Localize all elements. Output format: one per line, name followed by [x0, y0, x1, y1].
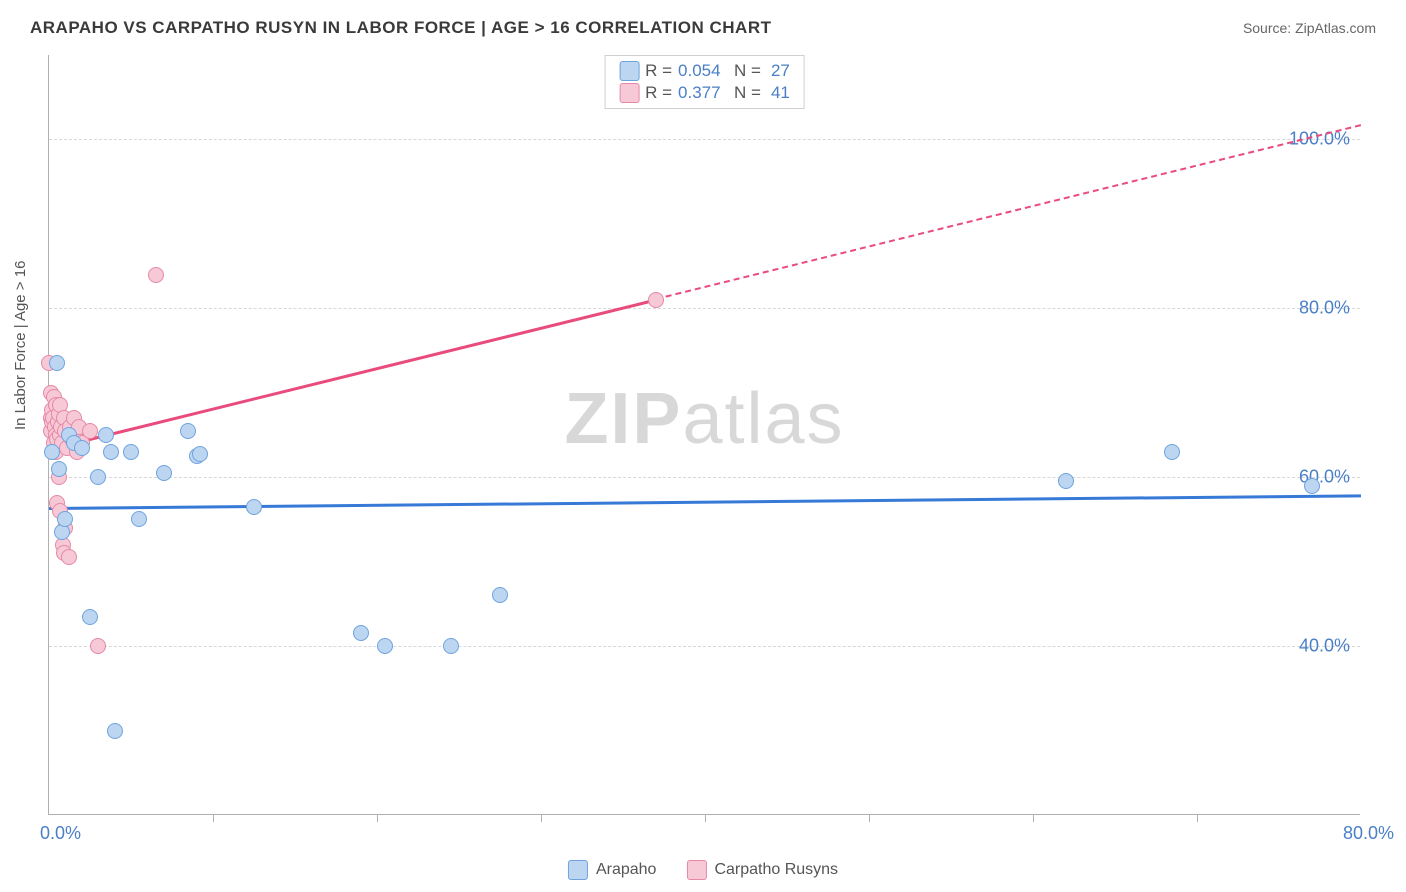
n-label: N = [734, 83, 761, 103]
legend-item-carpatho: Carpatho Rusyns [686, 860, 838, 880]
r-label: R = [645, 61, 672, 81]
gridline [49, 139, 1360, 140]
swatch-arapaho [619, 61, 639, 81]
scatter-chart: ZIPatlas R = 0.054 N = 27 R = 0.377 N = … [48, 55, 1360, 815]
point-arapaho [98, 427, 114, 443]
point-arapaho [123, 444, 139, 460]
legend-row-carpatho: R = 0.377 N = 41 [619, 82, 790, 104]
point-arapaho [443, 638, 459, 654]
point-arapaho [1304, 478, 1320, 494]
series-legend: Arapaho Carpatho Rusyns [568, 860, 838, 880]
point-arapaho [1164, 444, 1180, 460]
point-carpatho [148, 267, 164, 283]
source-value: ZipAtlas.com [1295, 20, 1376, 36]
point-arapaho [57, 511, 73, 527]
watermark: ZIPatlas [564, 378, 844, 460]
swatch-carpatho [619, 83, 639, 103]
x-tick [541, 814, 542, 822]
correlation-legend: R = 0.054 N = 27 R = 0.377 N = 41 [604, 55, 805, 109]
x-axis-min-label: 0.0% [40, 823, 81, 844]
x-tick [869, 814, 870, 822]
watermark-prefix: ZIP [564, 379, 682, 459]
n-label: N = [734, 61, 761, 81]
point-arapaho [246, 499, 262, 515]
gridline [49, 308, 1360, 309]
point-arapaho [492, 587, 508, 603]
trendline-extrapolated [656, 124, 1362, 300]
x-tick [1033, 814, 1034, 822]
point-carpatho [90, 638, 106, 654]
point-arapaho [74, 440, 90, 456]
point-arapaho [180, 423, 196, 439]
gridline [49, 477, 1360, 478]
trendline [49, 298, 657, 450]
point-arapaho [192, 446, 208, 462]
point-arapaho [1058, 473, 1074, 489]
point-arapaho [51, 461, 67, 477]
n-value-carpatho: 41 [771, 83, 790, 103]
y-tick-label: 40.0% [1299, 636, 1350, 657]
point-arapaho [156, 465, 172, 481]
source-label: Source: [1243, 20, 1291, 36]
y-tick-label: 80.0% [1299, 298, 1350, 319]
swatch-arapaho [568, 860, 588, 880]
point-arapaho [44, 444, 60, 460]
point-arapaho [49, 355, 65, 371]
point-carpatho [61, 549, 77, 565]
x-tick [705, 814, 706, 822]
legend-row-arapaho: R = 0.054 N = 27 [619, 60, 790, 82]
point-arapaho [82, 609, 98, 625]
point-arapaho [90, 469, 106, 485]
x-tick [377, 814, 378, 822]
x-tick [1197, 814, 1198, 822]
point-arapaho [107, 723, 123, 739]
r-value-arapaho: 0.054 [678, 61, 728, 81]
r-label: R = [645, 83, 672, 103]
point-arapaho [377, 638, 393, 654]
legend-label-carpatho: Carpatho Rusyns [714, 861, 838, 879]
r-value-carpatho: 0.377 [678, 83, 728, 103]
point-carpatho [82, 423, 98, 439]
point-arapaho [103, 444, 119, 460]
point-arapaho [131, 511, 147, 527]
point-carpatho [648, 292, 664, 308]
chart-title: ARAPAHO VS CARPATHO RUSYN IN LABOR FORCE… [30, 18, 772, 38]
source-attribution: Source: ZipAtlas.com [1243, 20, 1376, 36]
n-value-arapaho: 27 [771, 61, 790, 81]
x-tick [213, 814, 214, 822]
swatch-carpatho [686, 860, 706, 880]
watermark-suffix: atlas [682, 379, 844, 459]
legend-label-arapaho: Arapaho [596, 861, 657, 879]
legend-item-arapaho: Arapaho [568, 860, 657, 880]
gridline [49, 646, 1360, 647]
y-axis-title: In Labor Force | Age > 16 [12, 261, 29, 430]
x-axis-max-label: 80.0% [1343, 823, 1394, 844]
point-arapaho [353, 625, 369, 641]
